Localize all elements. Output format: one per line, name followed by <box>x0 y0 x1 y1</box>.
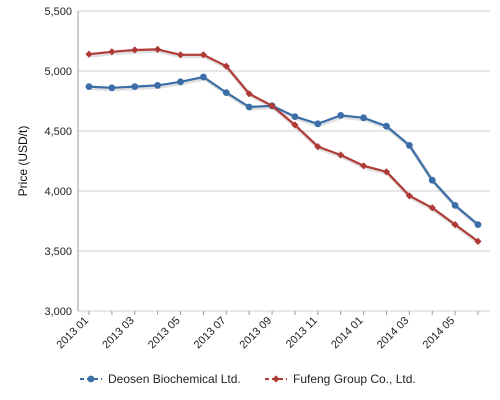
y-tick-label: 4,500 <box>44 126 72 138</box>
x-tick-label: 2013 07 <box>192 315 229 352</box>
data-point <box>314 120 322 128</box>
data-point <box>291 121 299 129</box>
series-line <box>88 48 479 243</box>
data-point <box>360 114 367 122</box>
data-point <box>154 45 162 53</box>
y-tick-label: 3,000 <box>44 306 72 318</box>
legend: Deosen Biochemical Ltd. Fufeng Group Co.,… <box>80 372 416 386</box>
x-tick-label: 2013 11 <box>284 315 320 351</box>
data-point <box>383 122 390 130</box>
data-point <box>405 142 413 149</box>
legend-label: Fufeng Group Co., Ltd. <box>293 372 416 386</box>
legend-marker <box>87 375 95 383</box>
x-tick-label: 2014 01 <box>329 315 366 352</box>
data-point <box>245 103 253 111</box>
data-point <box>85 50 93 58</box>
data-point <box>451 221 459 229</box>
data-point <box>222 89 230 96</box>
data-point <box>337 151 345 159</box>
series-group <box>85 45 482 245</box>
data-point <box>199 51 208 59</box>
x-tick-labels: 2013 01 2013 03 2013 05 2013 07 2013 09 2013 … <box>55 311 479 352</box>
data-point <box>222 62 230 70</box>
data-point <box>428 176 436 184</box>
x-tick-label: 2013 03 <box>100 315 137 352</box>
legend-label: Deosen Biochemical Ltd. <box>108 372 241 386</box>
legend-marker <box>272 375 280 383</box>
x-tick-label: 2013 05 <box>146 315 183 352</box>
data-point <box>245 90 253 98</box>
x-tick-label: 2014 03 <box>375 315 412 352</box>
x-tick-label: 2013 09 <box>238 315 275 352</box>
y-tick-label: 4,000 <box>44 186 72 198</box>
data-point <box>291 113 299 120</box>
grid-lines <box>77 10 490 312</box>
y-tick-label: 3,500 <box>44 246 72 258</box>
x-tick-label: 2013 01 <box>55 315 92 352</box>
data-point <box>428 204 436 212</box>
data-point <box>108 48 116 56</box>
data-point <box>451 202 459 209</box>
data-point <box>405 192 413 200</box>
y-tick-label: 5,500 <box>44 6 72 18</box>
data-point <box>268 102 276 110</box>
data-point <box>131 46 139 54</box>
data-point <box>154 82 162 89</box>
data-point <box>200 73 207 81</box>
data-point <box>314 143 322 151</box>
data-point <box>131 83 139 90</box>
data-point <box>337 112 345 119</box>
data-point <box>382 168 391 176</box>
data-point <box>108 84 116 92</box>
data-point <box>474 221 482 229</box>
data-point <box>176 51 185 59</box>
y-axis-label: Price (USD/t) <box>16 126 30 197</box>
data-point <box>85 83 93 90</box>
y-tick-labels: 3,000 3,500 4,000 4,500 5,000 5,500 <box>44 6 72 318</box>
series-line-shadow <box>89 48 481 245</box>
series-line <box>88 75 479 226</box>
data-point <box>474 237 482 245</box>
x-tick-label: 2014 05 <box>421 315 458 352</box>
y-tick-label: 5,000 <box>44 66 72 78</box>
data-point <box>177 78 184 86</box>
data-point <box>359 162 368 170</box>
